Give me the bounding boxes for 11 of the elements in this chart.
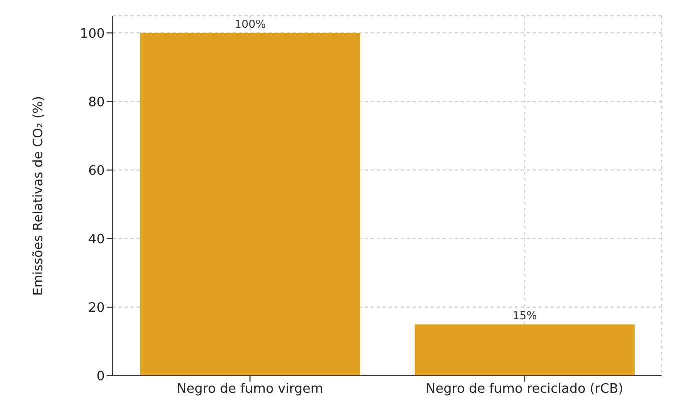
x-tick-label: Negro de fumo reciclado (rCB) [426,382,624,398]
data-label: 15% [512,310,538,323]
data-label: 100% [234,18,266,32]
y-tick-label: 20 [88,301,105,316]
y-axis-title: Emissões Relativas de CO₂ (%) [32,96,47,296]
y-tick-label: 80 [88,95,105,110]
x-tick-label: Negro de fumo virgem [177,382,324,398]
y-tick-label: 100 [80,26,105,42]
y-tick-label: 0 [96,370,105,385]
y-tick-label: 60 [88,164,105,179]
y-tick-label: 40 [88,232,105,248]
